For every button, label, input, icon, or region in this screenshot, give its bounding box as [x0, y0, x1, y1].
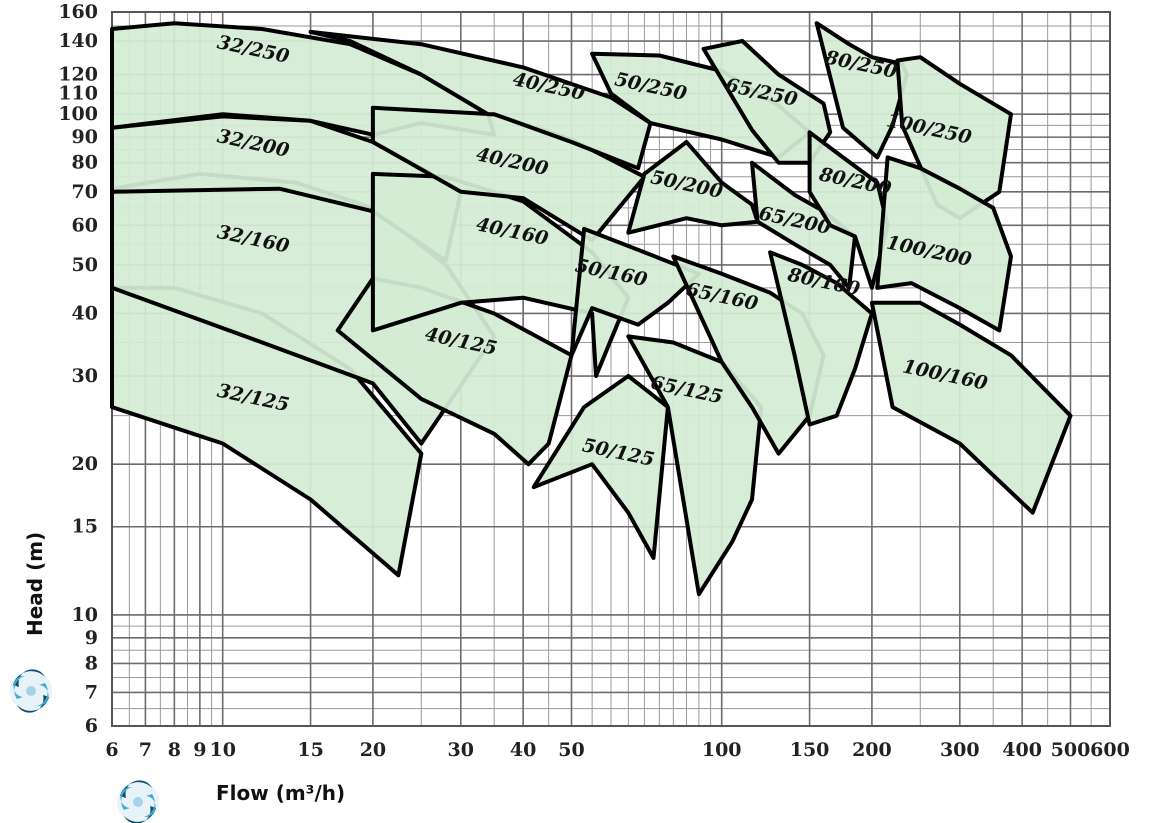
y-tick-label: 15: [72, 516, 98, 538]
y-tick-label: 8: [85, 652, 98, 674]
x-tick-label: 500: [1051, 739, 1091, 761]
y-tick-label: 30: [72, 365, 98, 387]
x-tick-label: 400: [1002, 739, 1042, 761]
x-tick-label: 600: [1090, 739, 1130, 761]
y-tick-label: 50: [72, 254, 98, 276]
y-tick-label: 6: [85, 715, 98, 737]
pump-region-100-160: [869, 300, 1073, 515]
y-tick-label: 140: [58, 30, 98, 52]
x-tick-label: 200: [852, 739, 892, 761]
x-tick-labels: 6 7 8 9 10 15 20 30 40 50 100 150 200 300 400 500 600: [105, 739, 1129, 761]
pump-region-40-250: [308, 29, 653, 171]
y-tick-label: 110: [58, 82, 98, 104]
y-tick-label: 80: [72, 152, 98, 174]
pump-region-50-160: [569, 226, 701, 358]
y-tick-label: 100: [58, 103, 98, 125]
x-tick-label: 50: [558, 739, 584, 761]
y-tick-label: 9: [85, 627, 98, 649]
x-tick-label: 30: [448, 739, 474, 761]
x-tick-label: 6: [105, 739, 118, 761]
swirl-logo-icon: [117, 780, 159, 823]
pump-region-65-125: [626, 334, 764, 597]
x-tick-label: 8: [168, 739, 181, 761]
x-tick-label: 20: [360, 739, 386, 761]
y-axis-title: Head (m): [23, 532, 47, 636]
swirl-logo-icon: [10, 669, 52, 713]
pump-region-65-200: [750, 160, 857, 290]
y-tick-label: 90: [72, 126, 98, 148]
x-tick-label: 300: [940, 739, 980, 761]
x-tick-label: 100: [702, 739, 742, 761]
x-tick-label: 7: [139, 739, 152, 761]
y-tick-label: 60: [72, 214, 98, 236]
pump-regions: [110, 21, 1073, 597]
y-tick-label: 40: [72, 302, 98, 324]
x-tick-label: 15: [297, 739, 323, 761]
x-tick-label: 40: [510, 739, 536, 761]
pump-region-80-200: [807, 130, 890, 290]
pump-region-100-200: [875, 155, 1013, 333]
y-tick-label: 70: [72, 181, 98, 203]
x-tick-label: 9: [193, 739, 206, 761]
y-tick-label: 120: [58, 64, 98, 86]
pump-region-65-250: [701, 39, 833, 165]
x-tick-label: 150: [790, 739, 830, 761]
y-tick-label: 160: [58, 1, 98, 23]
pump-region-50-125: [531, 374, 670, 560]
y-tick-label: 7: [85, 681, 98, 703]
pump-region-80-160: [768, 250, 874, 427]
y-tick-label: 10: [72, 604, 98, 626]
x-tick-label: 10: [209, 739, 235, 761]
y-tick-label: 20: [72, 453, 98, 475]
x-axis-title: Flow (m³/h): [216, 781, 345, 805]
